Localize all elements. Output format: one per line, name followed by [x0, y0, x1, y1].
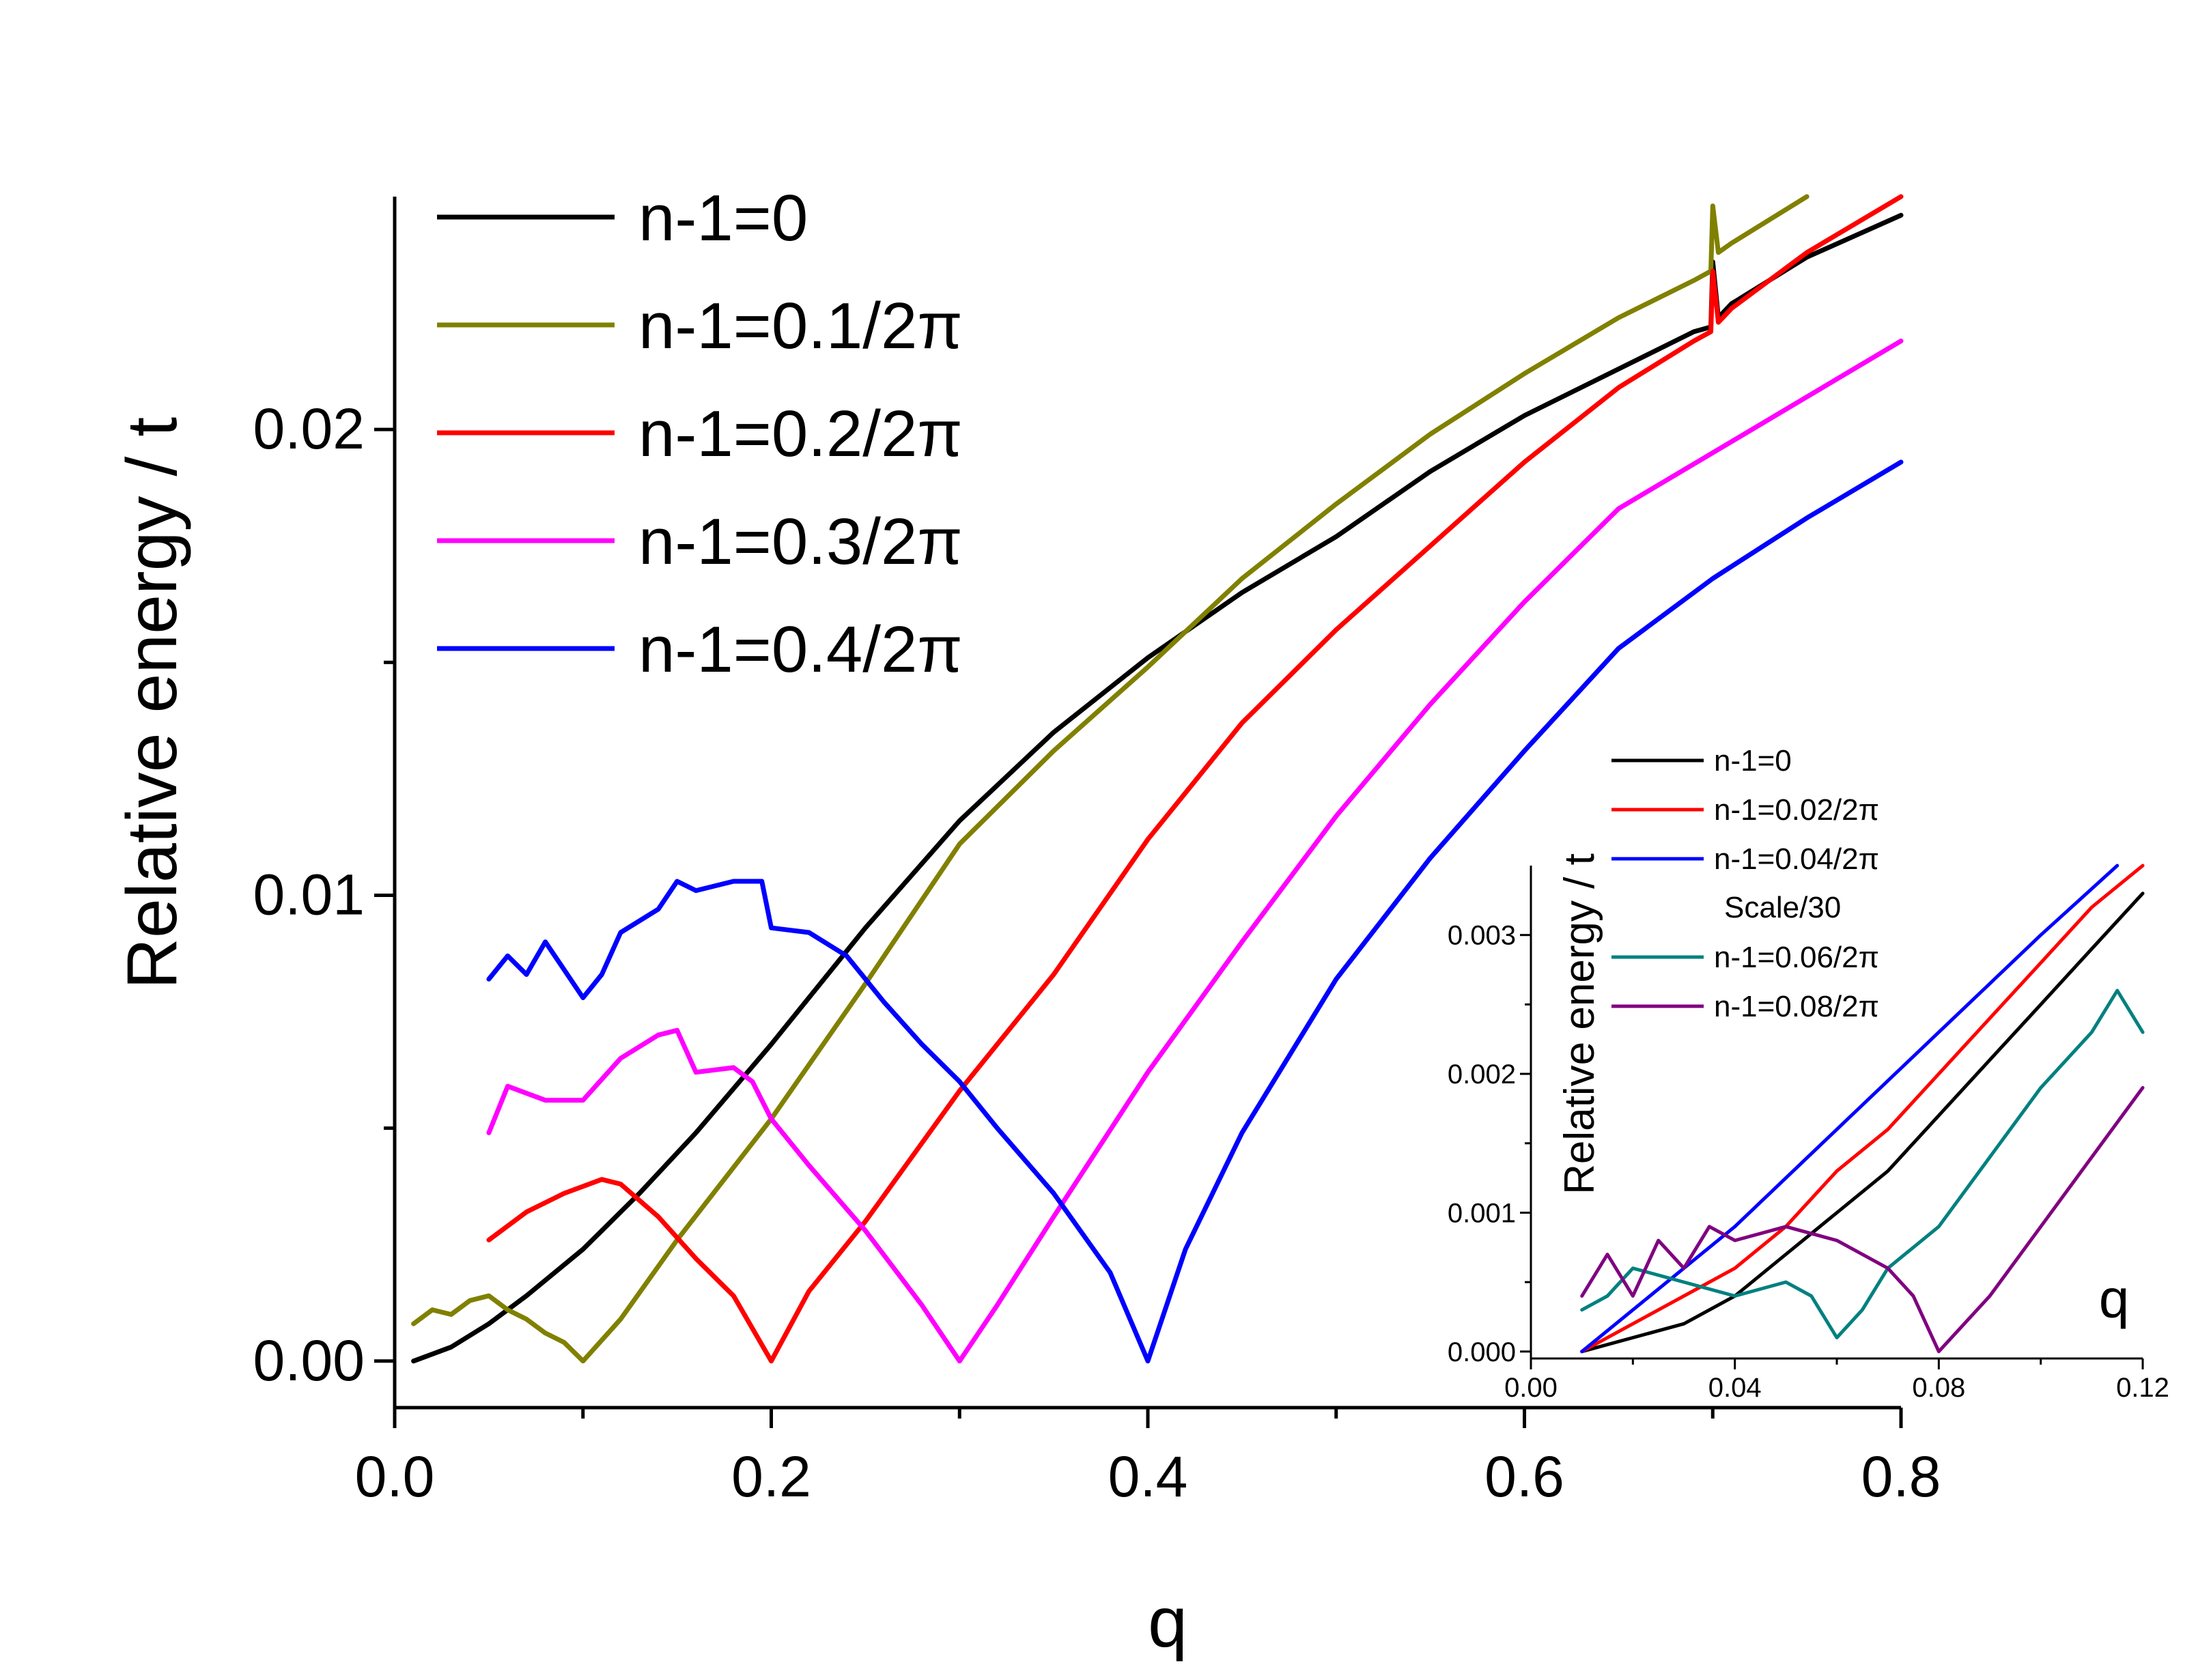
inset-series-group — [1580, 864, 2145, 1354]
main-x-tick-label: 0.4 — [1108, 1444, 1188, 1509]
main-legend-label-n-1-0: n-1=0 — [638, 182, 808, 255]
inset-y-tick-label: 0.000 — [1448, 1337, 1516, 1367]
main-y-tick-label: 0.01 — [253, 862, 365, 926]
inset-legend-label-n-1-0-06-2: n-1=0.06/2π — [1714, 941, 1879, 974]
main-legend-label-n-1-0-3-2: n-1=0.3/2π — [638, 505, 963, 578]
inset-series-line-n-1-0 — [1580, 892, 2145, 1354]
inset-legend-label-n-1-0-04-2: n-1=0.04/2π — [1714, 842, 1879, 876]
main-legend: n-1=0 n-1=0.1/2π n-1=0.2/2π n-1=0.3/2π n-1=0… — [437, 182, 963, 686]
main-x-tick-label: 0.8 — [1861, 1444, 1941, 1509]
inset-y-tick-label: 0.003 — [1448, 921, 1516, 951]
main-legend-label-n-1-0-1-2: n-1=0.1/2π — [638, 289, 963, 362]
inset-axes: 0.00 0.04 0.08 0.12 0.000 0.001 0.002 0.003 — [1448, 866, 2169, 1403]
main-series-line-n-1-0-3-2 — [486, 339, 1904, 1364]
main-axes: 0.0 0.2 0.4 0.6 0.8 0.00 0.01 0.02 — [253, 197, 1941, 1509]
inset-x-tick-label: 0.04 — [1708, 1373, 1762, 1403]
inset-series-line-n-1-0-08-2 — [1580, 1085, 2145, 1354]
main-series-line-n-1-0-4-2 — [486, 459, 1904, 1364]
inset-series-line-n-1-0-06-2 — [1580, 988, 2145, 1339]
main-y-tick-label: 0.00 — [253, 1328, 365, 1393]
main-legend-label-n-1-0-2-2: n-1=0.2/2π — [638, 397, 963, 470]
main-y-axis-label: Relative energy / t — [113, 417, 192, 989]
inset-legend: n-1=0 n-1=0.02/2π n-1=0.04/2π Scale/30 n-1=0… — [1611, 744, 1879, 1023]
main-series-group — [411, 194, 1904, 1364]
main-series-line-n-1-0-2-2 — [486, 194, 1904, 1364]
main-series-line-n-1-0-1-2 — [411, 194, 1810, 1364]
inset-y-tick-label: 0.001 — [1448, 1198, 1516, 1228]
main-y-tick-label: 0.02 — [253, 397, 365, 461]
inset-x-tick-label: 0.08 — [1912, 1373, 1965, 1403]
inset-x-tick-label: 0.00 — [1504, 1373, 1558, 1403]
inset-y-tick-label: 0.002 — [1448, 1059, 1516, 1090]
main-x-tick-label: 0.0 — [355, 1444, 435, 1509]
main-x-tick-label: 0.2 — [731, 1444, 811, 1509]
inset-legend-label-n-1-0-02-2: n-1=0.02/2π — [1714, 793, 1879, 827]
inset-legend-label-n-1-0-08-2: n-1=0.08/2π — [1714, 990, 1879, 1023]
inset-plot: 0.00 0.04 0.08 0.12 0.000 0.001 0.002 0.003 n-1… — [1448, 744, 2169, 1403]
inset-series-line-n-1-0-02-2 — [1580, 864, 2145, 1354]
inset-x-axis-label: q — [2099, 1268, 2130, 1329]
inset-background — [1528, 853, 2143, 1365]
main-legend-label-n-1-0-4-2: n-1=0.4/2π — [638, 613, 963, 686]
inset-x-tick-label: 0.12 — [2116, 1373, 2169, 1403]
main-x-tick-label: 0.6 — [1484, 1444, 1564, 1509]
inset-legend-label-n-1-0: n-1=0 — [1714, 744, 1792, 778]
inset-y-axis-label: Relative energy / t — [1556, 853, 1603, 1195]
main-plot: 0.0 0.2 0.4 0.6 0.8 0.00 0.01 0.02 n-1=0 n-1=0.1… — [113, 182, 1941, 1662]
main-x-axis-label: q — [1148, 1583, 1187, 1662]
inset-legend-note: Scale/30 — [1724, 891, 1841, 924]
